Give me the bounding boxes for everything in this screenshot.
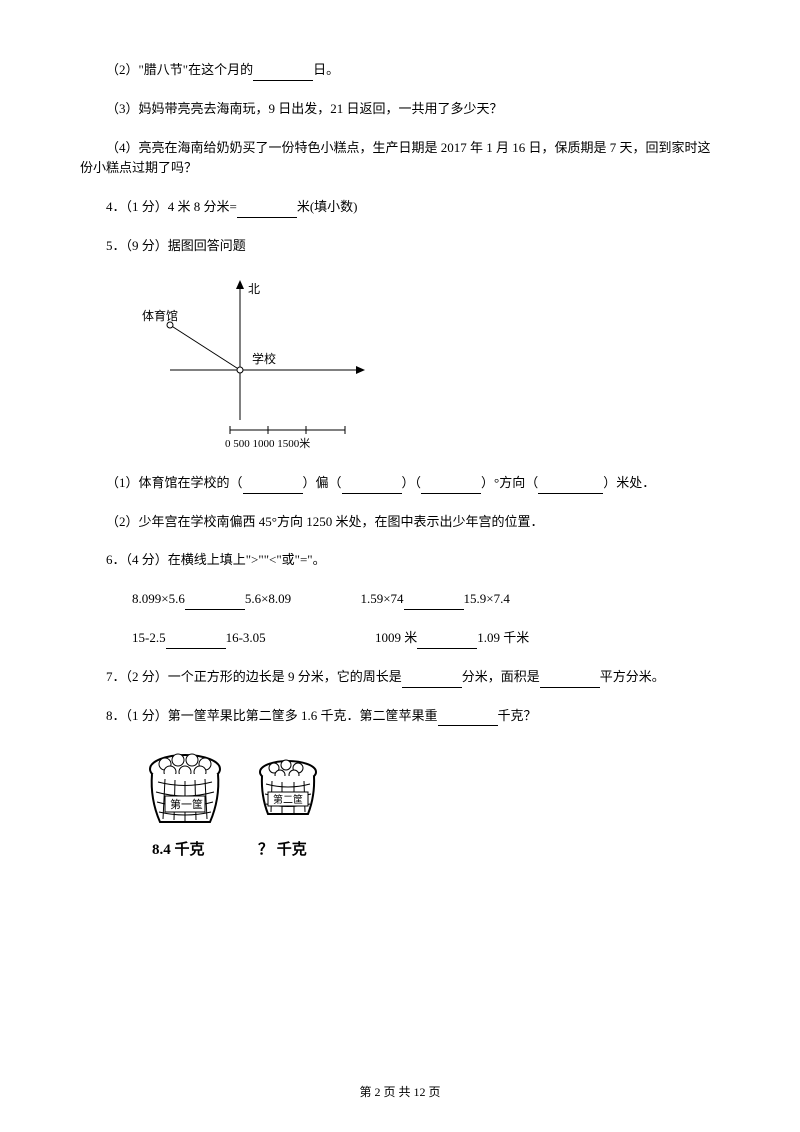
q7c: 平方分米。 <box>600 669 665 684</box>
cmp-c1: 15-2.5 <box>132 630 166 645</box>
cmp-d: 1009 米 1.09 千米 <box>349 628 529 649</box>
question-5-2: （2）少年宫在学校南偏西 45°方向 1250 米处，在图中表示出少年宫的位置． <box>80 512 720 533</box>
school-label: 学校 <box>252 351 276 366</box>
direction-diagram: 北 体育馆 学校 0 500 1000 1500米 <box>140 275 720 455</box>
blank-cmp-d <box>417 635 477 649</box>
blank-q51-2 <box>342 480 402 494</box>
blank-cmp-a <box>185 596 245 610</box>
q7b: 分米，面积是 <box>462 669 540 684</box>
cmp-b1: 1.59×74 <box>360 591 403 606</box>
gym-label: 体育馆 <box>142 308 178 323</box>
question-5: 5．（9 分）据图回答问题 <box>80 236 720 257</box>
question-8: 8．（1 分）第一筐苹果比第二筐多 1.6 千克．第二筐苹果重 千克？ <box>80 706 720 727</box>
q8a: 8．（1 分）第一筐苹果比第二筐多 1.6 千克．第二筐苹果重 <box>106 708 438 723</box>
q4n-suffix: 米(填小数) <box>297 199 358 214</box>
blank-q51-1 <box>243 480 303 494</box>
diagram-svg: 北 体育馆 学校 0 500 1000 1500米 <box>140 275 380 455</box>
q51a: （1）体育馆在学校的（ <box>106 475 243 490</box>
cmp-d1: 1009 米 <box>375 630 417 645</box>
basket-1: 第一筐 <box>150 754 220 822</box>
cmp-a1: 8.099×5.6 <box>132 591 185 606</box>
q51b: ）偏（ <box>303 475 342 490</box>
north-label: 北 <box>248 282 260 296</box>
question-4-num: 4．（1 分）4 米 8 分米= 米(填小数) <box>80 197 720 218</box>
weight2-label: ？ 千克 <box>258 840 307 858</box>
weight1-label: 8.4 千克 <box>152 840 205 858</box>
cmp-b2: 15.9×7.4 <box>464 591 510 606</box>
blank-q51-4 <box>538 480 603 494</box>
question-2: （2）"腊八节"在这个月的 日。 <box>80 60 720 81</box>
q51d: ）°方向（ <box>481 475 538 490</box>
cmp-a: 8.099×5.6 5.6×8.09 <box>106 589 291 610</box>
q4n-text: 4．（1 分）4 米 8 分米= <box>106 199 237 214</box>
baskets-diagram: 第一筐 第二筐 8.4 千克 ？ 千克 <box>140 744 720 874</box>
cmp-c: 15-2.5 16-3.05 <box>106 628 266 649</box>
blank-cmp-c <box>166 635 226 649</box>
blank-q2 <box>253 67 313 81</box>
basket2-label: 第二筐 <box>273 793 303 806</box>
q2-text: （2）"腊八节"在这个月的 <box>106 62 253 77</box>
question-6: 6．（4 分）在横线上填上">""<"或"="。 <box>80 550 720 571</box>
q8b: 千克？ <box>498 708 537 723</box>
q7a: 7．（2 分）一个正方形的边长是 9 分米，它的周长是 <box>106 669 402 684</box>
cmp-a2: 5.6×8.09 <box>245 591 291 606</box>
blank-q4n <box>237 204 297 218</box>
compare-row-1: 8.099×5.6 5.6×8.09 1.59×74 15.9×7.4 <box>80 589 720 610</box>
scale-label: 0 500 1000 1500米 <box>225 437 310 450</box>
cmp-d2: 1.09 千米 <box>477 630 529 645</box>
q2-suffix: 日。 <box>313 62 339 77</box>
q51e: ）米处． <box>603 475 655 490</box>
cmp-c2: 16-3.05 <box>226 630 266 645</box>
compare-row-2: 15-2.5 16-3.05 1009 米 1.09 千米 <box>80 628 720 649</box>
question-3: （3）妈妈带亮亮去海南玩，9 日出发，21 日返回，一共用了多少天？ <box>80 99 720 120</box>
blank-q7-2 <box>540 674 600 688</box>
page-footer: 第 2 页 共 12 页 <box>0 1083 800 1102</box>
blank-q7-1 <box>402 674 462 688</box>
basket-2: 第二筐 <box>260 760 316 814</box>
basket1-label: 第一筐 <box>170 797 203 811</box>
question-7: 7．（2 分）一个正方形的边长是 9 分米，它的周长是 分米，面积是 平方分米。 <box>80 667 720 688</box>
blank-cmp-b <box>404 596 464 610</box>
q51c: ）（ <box>402 475 422 490</box>
blank-q8 <box>438 712 498 726</box>
baskets-svg: 第一筐 第二筐 8.4 千克 ？ 千克 <box>140 744 370 874</box>
question-4-text: （4）亮亮在海南给奶奶买了一份特色小糕点，生产日期是 2017 年 1 月 16… <box>80 138 720 180</box>
question-5-1: （1）体育馆在学校的（ ）偏（ ）（ ）°方向（ ）米处． <box>80 473 720 494</box>
cmp-b: 1.59×74 15.9×7.4 <box>334 589 509 610</box>
blank-q51-3 <box>421 480 481 494</box>
